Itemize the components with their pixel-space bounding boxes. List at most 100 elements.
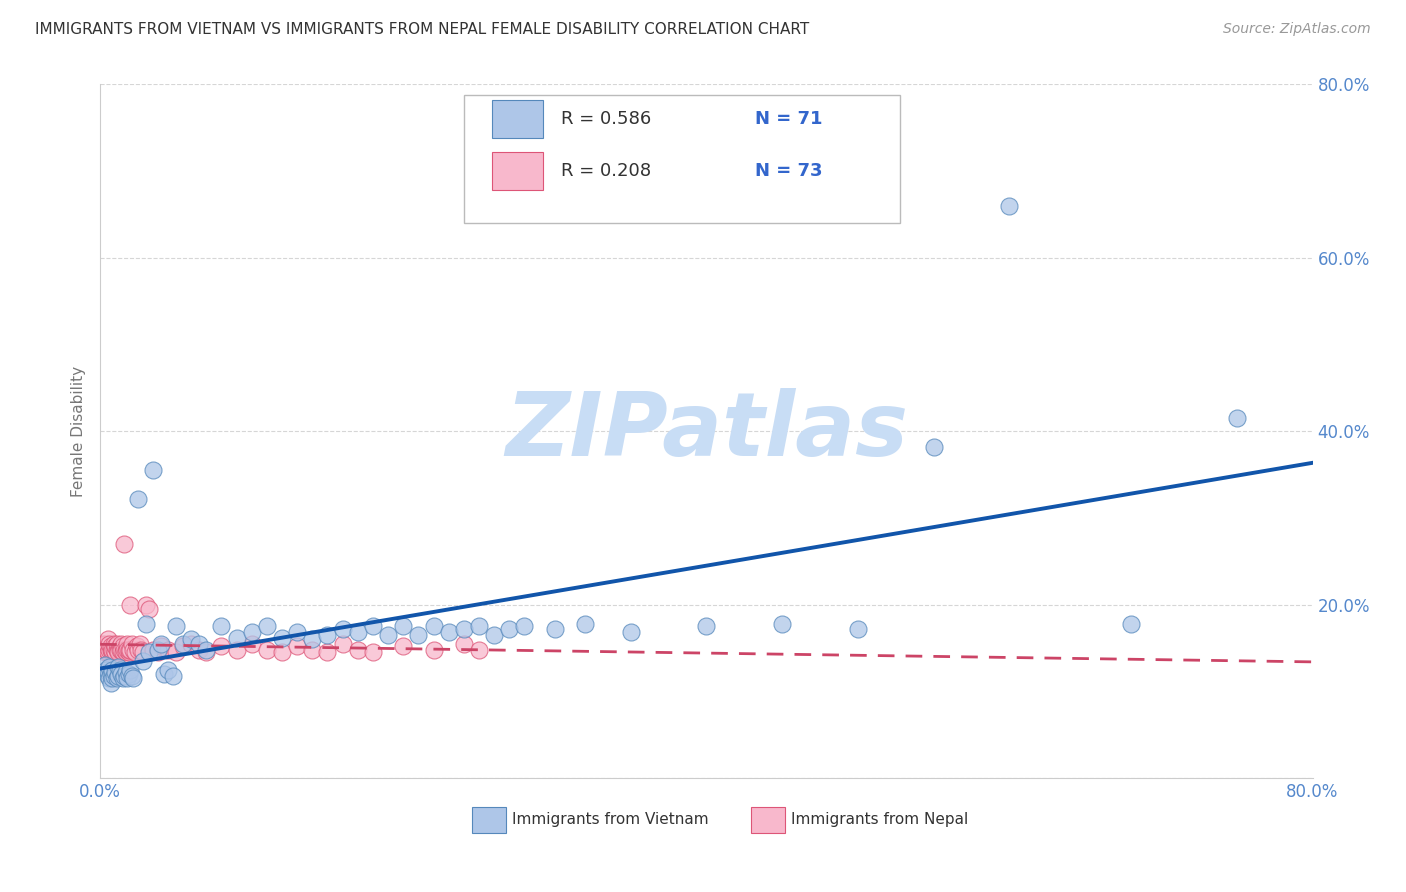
Point [162,669,184,683]
FancyBboxPatch shape [492,152,543,190]
Point [101,672,124,686]
Point [98,637,121,651]
Point [117,642,139,657]
Text: R = 0.208: R = 0.208 [561,162,651,180]
Point [122,642,145,657]
Point [110,667,132,681]
Point [187,642,209,657]
Point [115,645,138,659]
Point [544,622,567,636]
Text: Source: ZipAtlas.com: Source: ZipAtlas.com [1223,22,1371,37]
Point [209,640,232,654]
Point [209,619,232,633]
Point [240,637,263,651]
Point [225,642,247,657]
Point [453,622,475,636]
Point [97,665,120,680]
Point [422,619,444,633]
Point [316,628,339,642]
Point [392,619,415,633]
Point [101,642,124,657]
Point [316,645,339,659]
Point [96,642,118,657]
Text: IMMIGRANTS FROM VIETNAM VS IMMIGRANTS FROM NEPAL FEMALE DISABILITY CORRELATION C: IMMIGRANTS FROM VIETNAM VS IMMIGRANTS FR… [35,22,810,37]
Point [332,637,354,651]
Point [107,669,129,683]
FancyBboxPatch shape [751,806,785,833]
Text: Immigrants from Nepal: Immigrants from Nepal [792,813,969,827]
Point [180,632,202,647]
Point [98,660,121,674]
Text: R = 0.586: R = 0.586 [561,110,651,128]
Point [111,645,134,659]
Point [146,645,169,659]
Text: N = 73: N = 73 [755,162,823,180]
Point [115,642,138,657]
Point [98,672,121,686]
Point [165,619,187,633]
Point [149,637,172,651]
Point [146,642,169,657]
Point [120,642,142,657]
Y-axis label: Female Disability: Female Disability [72,366,86,497]
Point [285,640,308,654]
Point [240,625,263,640]
Point [225,631,247,645]
Point [104,640,127,654]
FancyBboxPatch shape [472,806,506,833]
Point [91,642,114,657]
Point [187,637,209,651]
Point [468,642,491,657]
Point [619,625,641,640]
Point [100,640,122,654]
Point [115,665,138,680]
Point [100,675,122,690]
Point [301,632,323,647]
Point [998,199,1021,213]
Point [125,640,148,654]
Point [157,663,180,677]
Point [513,619,536,633]
Point [135,598,157,612]
Point [104,645,127,659]
Point [118,645,141,659]
Point [377,628,399,642]
Point [482,628,505,642]
Point [135,616,157,631]
Point [98,642,121,657]
FancyBboxPatch shape [464,95,900,223]
Point [103,642,125,657]
Point [120,598,142,612]
Point [157,642,180,657]
Point [142,642,165,657]
Text: N = 71: N = 71 [755,110,823,128]
Point [346,642,368,657]
Point [96,663,118,677]
Point [195,645,218,659]
Point [100,667,122,681]
Point [285,625,308,640]
Point [108,663,131,677]
Point [105,672,128,686]
Point [846,622,869,636]
Point [108,642,131,657]
Text: Immigrants from Vietnam: Immigrants from Vietnam [512,813,709,827]
Point [165,645,187,659]
Point [131,645,153,659]
Point [104,665,127,680]
Point [105,642,128,657]
Point [108,640,131,654]
Point [195,642,218,657]
Point [129,642,152,657]
Point [103,637,125,651]
Point [922,440,945,454]
Point [97,645,120,659]
Point [101,645,124,659]
Point [392,640,415,654]
Point [111,640,134,654]
Point [112,669,135,683]
Point [1226,411,1249,425]
Point [180,637,202,651]
Point [110,637,132,651]
Point [271,645,294,659]
